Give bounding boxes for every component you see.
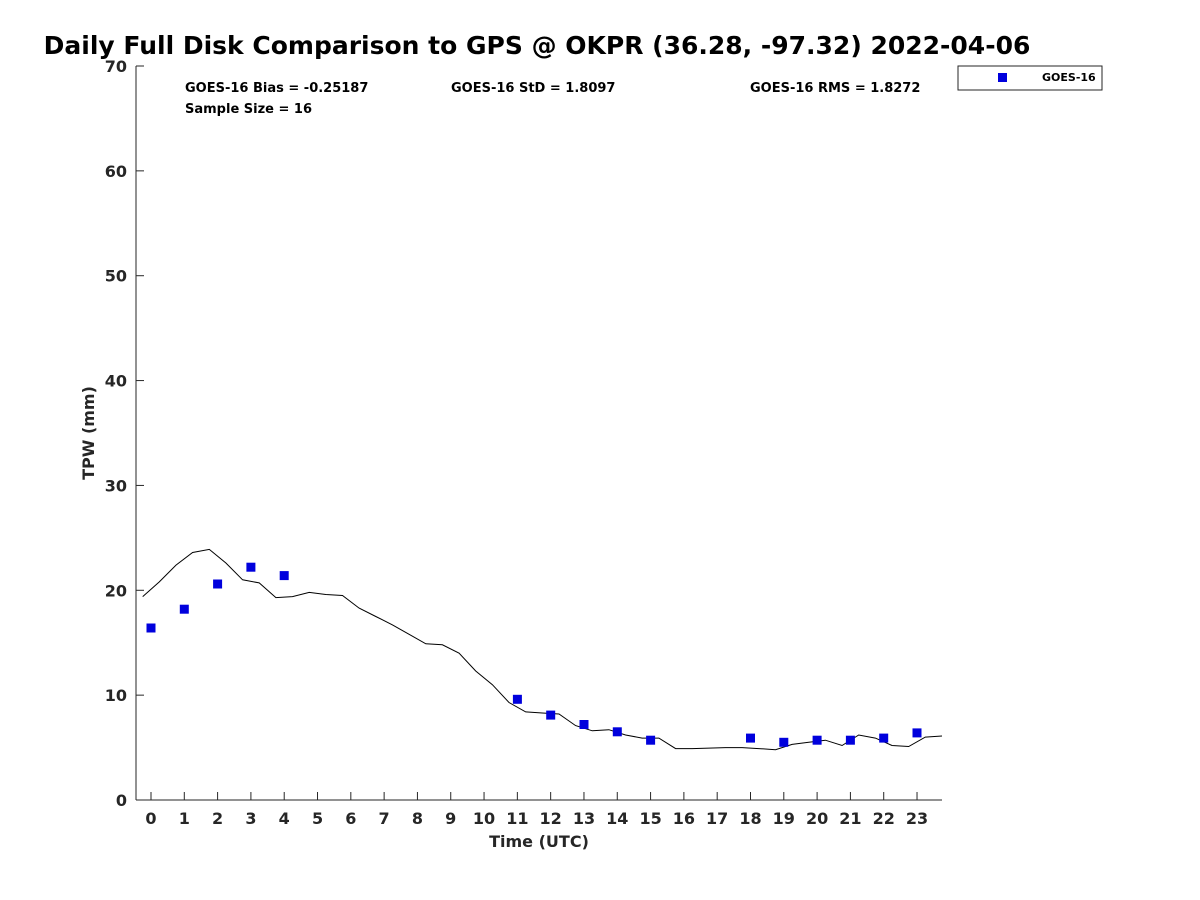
x-tick-label: 4 (279, 809, 290, 828)
goes16-data-point (812, 735, 822, 745)
legend: GOES-16 (957, 65, 1103, 91)
x-tick-label: 0 (145, 809, 156, 828)
x-tick-label: 15 (639, 809, 661, 828)
x-tick-label: 19 (773, 809, 795, 828)
goes16-data-point (279, 571, 289, 581)
x-tick-label: 21 (839, 809, 861, 828)
goes16-data-point (146, 623, 156, 633)
x-tick-label: 5 (312, 809, 323, 828)
goes16-data-point (246, 562, 256, 572)
legend-box (957, 65, 1103, 91)
x-tick-label: 2 (212, 809, 223, 828)
y-tick-label: 40 (105, 372, 127, 391)
goes16-data-point (579, 720, 589, 729)
goes16-data-point (546, 710, 556, 720)
x-tick-label: 1 (179, 809, 190, 828)
y-tick-label: 30 (105, 476, 127, 495)
x-axis-ticks: 0 1 2 3 4 5 6 7 8 9 10 11 12 13 14 15 16 17 18 19 20 21 22 23 (145, 792, 928, 828)
x-tick-label: 6 (345, 809, 356, 828)
x-tick-label: 8 (412, 809, 423, 828)
goes16-data-point (612, 727, 622, 737)
goes16-data-point (646, 735, 656, 745)
goes16-data-point (879, 733, 889, 743)
goes16-data-point (912, 728, 922, 738)
x-tick-label: 23 (906, 809, 928, 828)
goes16-marker-layer (146, 562, 922, 747)
chart-title: Daily Full Disk Comparison to GPS @ OKPR… (44, 31, 1031, 60)
y-tick-label: 70 (105, 57, 127, 76)
sample-size-annotation: Sample Size = 16 (185, 102, 312, 117)
std-annotation: GOES-16 StD = 1.8097 (451, 81, 615, 96)
goes16-data-point (179, 604, 189, 614)
legend-square-marker (998, 73, 1007, 82)
bias-annotation: GOES-16 Bias = -0.25187 (185, 81, 368, 96)
y-tick-label: 10 (105, 686, 127, 705)
y-tick-label: 50 (105, 267, 127, 286)
gps-tpw-line (142, 548, 943, 751)
x-tick-label: 11 (506, 809, 528, 828)
x-tick-label: 17 (706, 809, 728, 828)
x-axis-label: Time (UTC) (489, 832, 589, 851)
x-tick-label: 18 (739, 809, 761, 828)
goes16-data-point (746, 733, 755, 743)
y-axis-label: TPW (mm) (79, 386, 98, 480)
y-tick-label: 60 (105, 162, 127, 181)
x-tick-label: 22 (873, 809, 895, 828)
x-tick-label: 16 (673, 809, 695, 828)
rms-annotation: GOES-16 RMS = 1.8272 (750, 81, 920, 96)
goes16-data-point (213, 579, 223, 589)
x-tick-label: 7 (379, 809, 390, 828)
legend-label-goes16: GOES-16 (1042, 71, 1096, 84)
goes16-data-point (512, 694, 522, 704)
gps-line-layer (142, 548, 943, 751)
y-tick-label: 20 (105, 581, 127, 600)
goes16-data-point (779, 737, 789, 747)
x-tick-label: 3 (245, 809, 256, 828)
x-tick-label: 13 (573, 809, 595, 828)
goes16-data-point (845, 735, 855, 745)
y-axis-ticks: 0 10 20 30 40 50 60 70 (105, 57, 144, 810)
x-tick-label: 12 (540, 809, 562, 828)
y-tick-label: 0 (116, 791, 127, 810)
x-tick-label: 10 (473, 809, 495, 828)
x-tick-label: 20 (806, 809, 828, 828)
x-tick-label: 14 (606, 809, 628, 828)
x-tick-label: 9 (445, 809, 456, 828)
